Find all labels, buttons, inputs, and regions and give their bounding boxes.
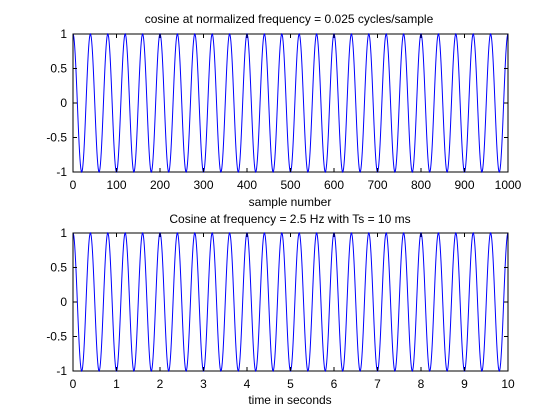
subplot-1-x-tick-label: 700	[367, 178, 387, 192]
subplot-2-x-tick-label: 3	[200, 377, 207, 391]
subplot-1-title: cosine at normalized frequency = 0.025 c…	[145, 12, 434, 26]
subplot-2-y-tick-label: -0.5	[46, 330, 67, 344]
subplot-2-x-tick-label: 1	[113, 377, 120, 391]
subplot-2-y-tick-label: 0.5	[50, 261, 67, 275]
subplot-2-y-tick-label: 0	[60, 295, 67, 309]
subplot-1-y-tick-label: -1	[56, 165, 67, 179]
subplot-2-x-tick-label: 7	[374, 377, 381, 391]
subplot-2-x-tick-label: 9	[461, 377, 468, 391]
subplot-1-x-tick-label: 800	[411, 178, 431, 192]
subplot-1-x-tick-label: 100	[106, 178, 126, 192]
subplot-2-x-tick-label: 2	[157, 377, 164, 391]
subplot-2-x-tick-label: 0	[70, 377, 77, 391]
subplot-1-x-tick-label: 0	[70, 178, 77, 192]
subplot-2-title: Cosine at frequency = 2.5 Hz with Ts = 1…	[169, 212, 410, 226]
subplot-1-x-tick-label: 200	[150, 178, 170, 192]
subplot-1-x-tick-label: 400	[237, 178, 257, 192]
subplot-2-x-tick-label: 8	[418, 377, 425, 391]
subplot-1-y-tick-label: -0.5	[46, 131, 67, 145]
subplot-1-y-tick-label: 1	[60, 27, 67, 41]
subplot-1-y-tick-label: 0.5	[50, 62, 67, 76]
subplot-2-y-tick-label: 1	[60, 226, 67, 240]
subplot-1-x-tick-label: 300	[193, 178, 213, 192]
subplot-1-xlabel: sample number	[249, 195, 332, 209]
subplot-2-xlabel: time in seconds	[248, 393, 331, 407]
subplot-1-x-tick-label: 500	[280, 178, 300, 192]
subplot-2-x-tick-label: 6	[331, 377, 338, 391]
subplot-1-x-tick-label: 900	[454, 178, 474, 192]
subplot-2-x-tick-label: 5	[287, 377, 294, 391]
subplot-2-x-tick-label: 4	[244, 377, 251, 391]
subplot-2-x-tick-label: 10	[501, 377, 515, 391]
subplot-1-x-tick-label: 600	[324, 178, 344, 192]
subplot-1-x-tick-label: 1000	[495, 178, 522, 192]
subplot-1-y-tick-label: 0	[60, 96, 67, 110]
subplot-2-y-tick-label: -1	[56, 364, 67, 378]
